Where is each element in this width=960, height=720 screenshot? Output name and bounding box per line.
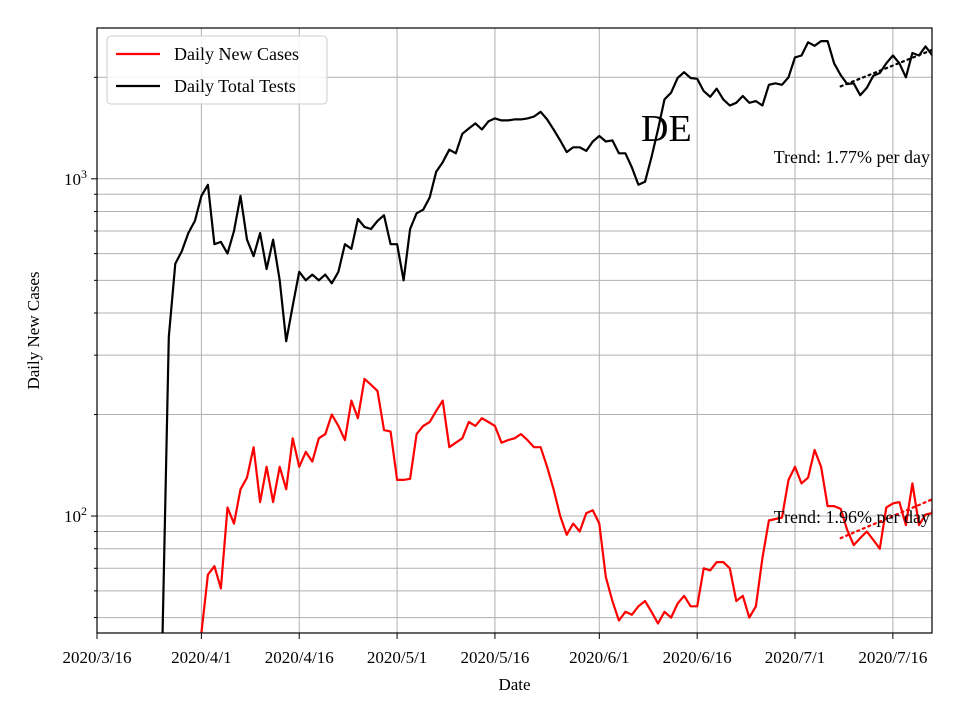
x-axis-title: Date <box>498 675 530 694</box>
x-tick-label: 2020/7/16 <box>858 648 927 667</box>
chart-title: DE <box>641 108 692 150</box>
x-tick-label: 2020/7/1 <box>765 648 825 667</box>
tests-trend-label: Trend: 1.77% per day <box>774 147 930 167</box>
axis-ticks: 2020/3/16 2020/4/1 2020/4/16 2020/5/1 2020/5… <box>63 76 927 667</box>
cases-trend-label: Trend: 1.96% per day <box>774 507 930 527</box>
y-axis-title: Daily New Cases <box>24 271 43 389</box>
trend-line-cases <box>839 498 932 540</box>
x-tick-label: 2020/5/1 <box>367 648 427 667</box>
y-tick-label: 103 <box>64 167 87 189</box>
trend-line-tests <box>839 48 932 88</box>
x-tick-label: 2020/5/16 <box>460 648 529 667</box>
y-tick-label: 102 <box>64 504 87 526</box>
series-line-daily-total-tests <box>161 39 932 633</box>
x-tick-label: 2020/4/1 <box>171 648 231 667</box>
legend-frame <box>106 35 328 105</box>
x-tick-label: 2020/6/16 <box>663 648 732 667</box>
x-tick-label: 2020/6/1 <box>569 648 629 667</box>
legend: Daily New Cases Daily Total Tests <box>106 35 328 105</box>
series-line-daily-new-cases <box>200 377 932 633</box>
legend-label-cases: Daily New Cases <box>174 44 299 64</box>
legend-label-tests: Daily Total Tests <box>174 76 296 96</box>
trend-layer <box>839 48 932 540</box>
x-tick-label: 2020/3/16 <box>63 648 132 667</box>
series-layer <box>161 39 932 633</box>
grid <box>96 28 932 633</box>
x-tick-label: 2020/4/16 <box>265 648 334 667</box>
plot-frame <box>96 27 933 634</box>
